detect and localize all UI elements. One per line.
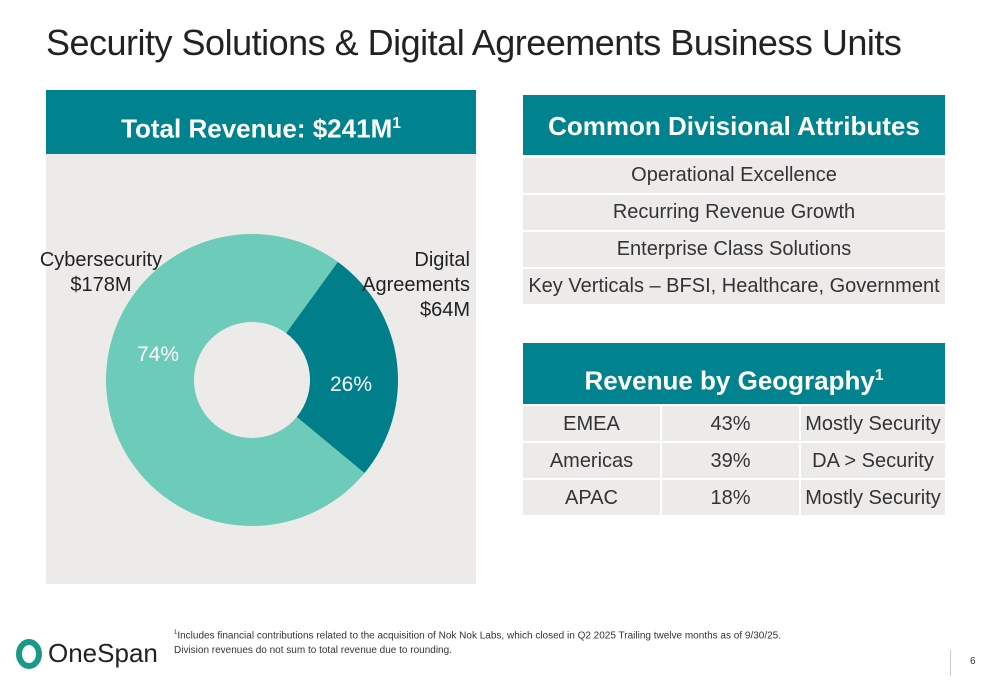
label-digital-agreements: Digital Agreements $64M [360,248,480,323]
attributes-header: Common Divisional Attributes [523,95,945,155]
footnote-marker: 1 [174,630,178,636]
mix: Mostly Security [801,480,945,515]
page-number: 6 [970,656,976,667]
mix: Mostly Security [801,406,945,441]
geography-row: EMEA 43% Mostly Security [523,406,945,441]
digital-agreements-name: Digital Agreements [362,249,470,296]
mix: DA > Security [801,443,945,478]
onespan-logo: OneSpan [16,638,158,669]
attribute-item: Operational Excellence [523,158,945,193]
logo-text: OneSpan [48,638,158,668]
share: 39% [662,443,799,478]
geography-row: APAC 18% Mostly Security [523,480,945,515]
digital-agreements-value: $64M [419,299,470,321]
footnote-marker: 1 [874,367,884,384]
cybersecurity-name: Cybersecurity [39,249,163,271]
total-revenue-header: Total Revenue: $241M1 [46,90,476,154]
geography-row: Americas 39% DA > Security [523,443,945,478]
attribute-item: Recurring Revenue Growth [523,195,945,230]
slide-title: Security Solutions & Digital Agreements … [46,22,902,63]
total-revenue-text: Total Revenue: $241M [121,113,393,144]
region: APAC [523,480,660,515]
slice-cybersecurity [106,234,365,526]
region: EMEA [523,406,660,441]
divider [950,650,951,676]
footnote: 1Includes financial contributions relate… [174,626,814,658]
donut-chart [106,234,399,526]
region: Americas [523,443,660,478]
footnote-marker: 1 [392,115,401,132]
share: 18% [662,480,799,515]
slice-digital-agreements [286,261,399,474]
geography-header-text: Revenue by Geography [584,365,875,396]
footnote-text: Includes financial contributions related… [174,630,782,657]
onespan-logo-icon [16,638,42,669]
attribute-item: Key Verticals – BFSI, Healthcare, Govern… [523,269,945,304]
share: 43% [662,406,799,441]
percent-cybersecurity: 74% [137,343,180,366]
attribute-item: Enterprise Class Solutions [523,232,945,267]
label-cybersecurity: Cybersecurity $178M [36,248,166,298]
geography-header: Revenue by Geography1 [523,343,945,404]
percent-digital-agreements: 26% [330,373,373,396]
cybersecurity-value: $178M [70,274,132,296]
